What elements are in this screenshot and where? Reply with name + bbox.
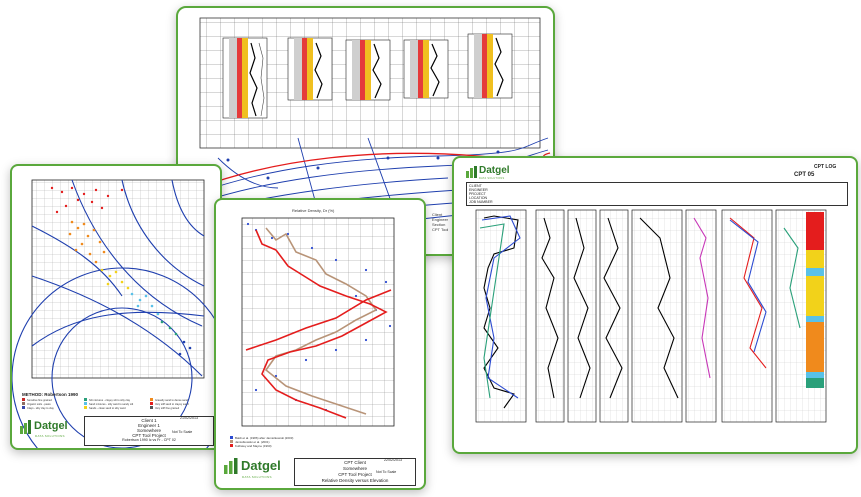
side-note-line: Section [432, 222, 446, 227]
soil-column [806, 212, 824, 388]
header-field: LOCATION [469, 196, 488, 200]
robertson-chart [12, 179, 220, 448]
brand-name: Datgel [479, 165, 510, 176]
legend-item: Clays - silty clay to clay [27, 407, 54, 410]
legend-item: Organic soils - peats [27, 403, 51, 406]
legend-item: Kulhawy and Mayne (1990) [235, 444, 272, 448]
legend-item: Gravelly sand to dense sand [155, 399, 188, 402]
header-field: JOB NUMBER [469, 200, 493, 204]
tb-date: 21/02/2013 [180, 416, 198, 420]
cpt-log-tracks [475, 209, 827, 423]
header-field: ENGINEER [469, 188, 488, 192]
sheet-cpt-log[interactable]: Datgel DATA SOLUTIONS CPT LOG CPT 05 CLI… [452, 156, 858, 454]
legend-item: Sensitive fine grained [27, 399, 52, 402]
density-series-red [245, 229, 392, 419]
site-plan-drawing [197, 17, 551, 254]
legend-item: Sands - clean sand to silty sand [89, 407, 126, 410]
datgel-logo: Datgel DATA SOLUTIONS [224, 456, 294, 484]
brand-name: Datgel [241, 458, 281, 473]
robertson-data-points [50, 186, 192, 356]
side-note-line: Client [432, 212, 443, 217]
sheet-relative-density[interactable]: Relative Density, Dr (%) Baldi et al. (1… [214, 198, 426, 490]
header-field: CLIENT [469, 184, 482, 188]
density-series-tan [264, 227, 378, 415]
tb-date: 22/02/2013 [384, 458, 402, 462]
legend-item: Very stiff fine grained [155, 407, 180, 410]
tb-line: Relative Density versus Elevation [321, 478, 389, 483]
tb-line: CPT Tool Project [338, 472, 372, 477]
brand-name: Datgel [34, 420, 68, 432]
tb-line: Somewhere [136, 428, 161, 433]
side-note-line: Engineer [432, 217, 449, 222]
tb-status: Not To Scale [376, 470, 397, 474]
legend-title: METHOD: Robertson 1990 [22, 392, 79, 397]
legend-item: Very stiff sand to clayey sand [155, 403, 189, 406]
brand-tagline: DATA SOLUTIONS [35, 434, 65, 438]
relative-density-chart [241, 217, 395, 427]
title-block: Client 1 Engineer 1 Somewhere CPT Tool P… [84, 416, 214, 446]
tb-line: CPT Tool Project [132, 433, 166, 438]
density-legend: Baldi et al. (1986) after Jamiolkowski (… [230, 436, 293, 448]
tb-line: Client 1 [141, 418, 157, 423]
legend-item: Baldi et al. (1986) after Jamiolkowski (… [235, 436, 294, 440]
tb-status: Not To Scale [172, 430, 193, 434]
tb-line: Robertson 1990 Ic vs Fr - CPT 02 [122, 438, 176, 442]
tb-line: Engineer 1 [138, 423, 160, 428]
log-id: CPT 05 [794, 172, 815, 178]
tb-line: Somewhere [342, 466, 367, 471]
cpt-profile-columns [222, 33, 513, 119]
side-note-line: CPT Tool [432, 227, 449, 232]
log-header-table: CLIENT ENGINEER PROJECT LOCATION JOB NUM… [466, 182, 848, 206]
datgel-logo-icon [20, 420, 31, 434]
legend-item: Sand mixtures - silty sand to sandy silt [89, 403, 134, 406]
legend-item: Jamiolkowski et al. (2001) [235, 440, 270, 444]
brand-tagline: DATA SOLUTIONS [479, 177, 505, 180]
chart-title: Relative Density, Dr (%) [292, 208, 335, 213]
datgel-logo-icon [224, 458, 238, 474]
datgel-logo-icon [466, 166, 477, 178]
title-block: CPT Client Somewhere CPT Tool Project Re… [294, 458, 416, 486]
log-header-title: CPT LOG [814, 164, 837, 170]
brand-tagline: DATA SOLUTIONS [242, 475, 272, 479]
sheet-site-plan[interactable]: Client Engineer Section CPT Tool [176, 6, 555, 256]
datgel-logo: Datgel DATA SOLUTIONS [466, 164, 526, 182]
datgel-logo: Datgel DATA SOLUTIONS [20, 418, 80, 444]
legend-item: Silt mixtures - clayey silt to silty cla… [89, 399, 131, 402]
robertson-legend: Sensitive fine grained Organic soils - p… [22, 398, 212, 416]
sheet-robertson-chart[interactable]: METHOD: Robertson 1990 Sensitive fine gr… [10, 164, 222, 450]
tb-line: CPT Client [344, 460, 366, 465]
header-field: PROJECT [469, 192, 486, 196]
